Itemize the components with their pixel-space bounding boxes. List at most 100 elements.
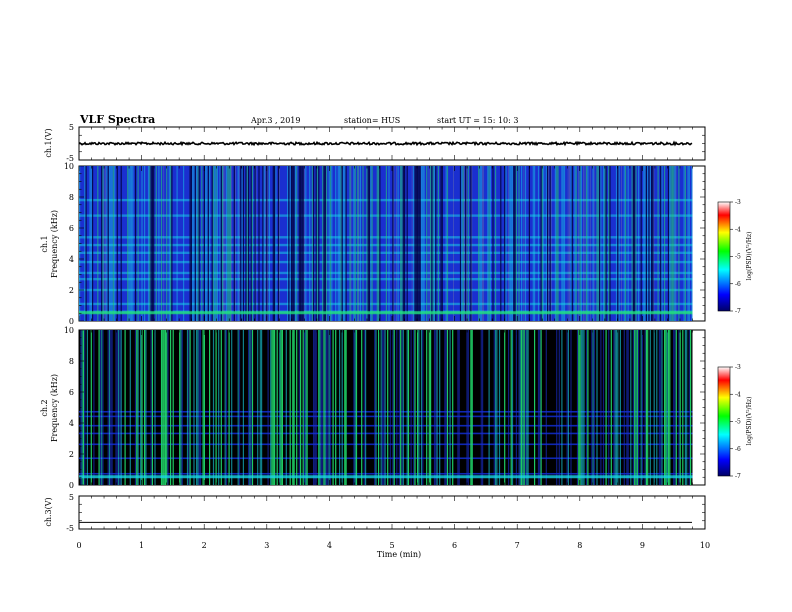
impulse-stripe	[489, 166, 491, 321]
date-label: Apr.3 , 2019	[250, 116, 300, 125]
impulse-stripe	[539, 330, 541, 485]
ch2-colorbar-gradient	[717, 366, 731, 477]
impulse-stripe	[375, 330, 377, 485]
impulse-stripe	[151, 166, 153, 321]
impulse-stripe	[363, 330, 365, 485]
impulse-stripe	[145, 330, 147, 485]
ch3-ytick-top: 5	[69, 493, 74, 502]
impulse-stripe	[353, 166, 355, 321]
impulse-stripe	[329, 166, 332, 321]
time-tick-label: 2	[202, 541, 207, 550]
impulse-stripe	[458, 330, 460, 485]
impulse-stripe	[640, 166, 642, 321]
impulse-stripe	[292, 330, 294, 485]
impulse-stripe	[593, 330, 595, 485]
ch2-frequency-label: Frequency (kHz)	[50, 374, 59, 442]
impulse-stripe	[641, 330, 644, 485]
impulse-stripe	[349, 166, 351, 321]
impulse-stripe	[422, 166, 424, 321]
impulse-stripe	[84, 166, 86, 321]
impulse-stripe	[322, 166, 324, 321]
impulse-stripe	[89, 166, 91, 321]
impulse-stripe	[134, 330, 137, 485]
impulse-stripe	[471, 330, 473, 485]
impulse-stripe	[105, 166, 106, 321]
impulse-stripe	[108, 166, 111, 321]
impulse-stripe	[218, 330, 220, 485]
impulse-stripe	[678, 330, 680, 485]
impulse-stripe	[227, 166, 229, 321]
frequency-tick-label: 8	[69, 357, 74, 366]
time-tick-label: 4	[327, 541, 332, 550]
impulse-stripe	[365, 330, 367, 485]
impulse-stripe	[518, 330, 520, 485]
impulse-stripe	[85, 166, 87, 321]
ch2-colorbar-ticks: -3 -4 -5 -6 -7	[730, 364, 741, 480]
impulse-stripe	[561, 166, 563, 321]
impulse-stripe	[371, 166, 373, 321]
impulse-stripe	[353, 330, 355, 485]
frequency-band	[79, 424, 693, 427]
impulse-stripe	[198, 166, 200, 321]
impulse-stripe	[618, 166, 620, 321]
impulse-stripe	[430, 330, 432, 485]
ch1-ytick-top: 5	[69, 123, 74, 132]
impulse-stripe	[211, 166, 213, 321]
impulse-stripe	[179, 330, 181, 485]
impulse-stripe	[289, 166, 291, 321]
colorbar-tick-label: -5	[735, 254, 741, 261]
impulse-stripe	[302, 330, 304, 485]
frequency-band	[79, 457, 693, 460]
impulse-stripe	[316, 166, 319, 321]
impulse-stripe	[617, 166, 619, 321]
impulse-stripe	[225, 330, 228, 485]
impulse-stripe	[137, 166, 139, 321]
impulse-stripe	[566, 330, 568, 485]
impulse-stripe	[608, 166, 610, 321]
impulse-stripe	[635, 166, 637, 321]
time-tick-label: 7	[515, 541, 520, 550]
impulse-stripe	[627, 330, 629, 485]
impulse-stripe	[515, 330, 517, 485]
impulse-stripe	[649, 166, 651, 321]
impulse-stripe	[222, 166, 224, 321]
impulse-stripe	[684, 166, 686, 321]
impulse-stripe	[532, 166, 534, 321]
frequency-tick-label: 0	[69, 481, 74, 490]
impulse-stripe	[155, 166, 157, 321]
impulse-stripe	[98, 330, 100, 485]
frequency-tick-label: 4	[69, 255, 74, 264]
impulse-stripe	[251, 330, 254, 485]
impulse-stripe	[634, 330, 636, 485]
impulse-stripe	[645, 166, 647, 321]
impulse-stripe	[378, 166, 380, 321]
ch3-waveform-panel: 5 -5 ch.3(V)	[44, 493, 706, 533]
impulse-stripe	[575, 166, 577, 321]
impulse-stripe	[688, 166, 690, 321]
time-tick-label: 1	[139, 541, 144, 550]
impulse-stripe	[167, 330, 169, 485]
impulse-stripe	[523, 166, 525, 321]
impulse-stripe	[305, 330, 307, 485]
impulse-stripe	[467, 166, 469, 321]
colorbar-tick-label: -7	[735, 473, 741, 480]
impulse-stripe	[81, 330, 83, 485]
impulse-stripe	[610, 330, 612, 485]
impulse-stripe	[301, 166, 303, 321]
impulse-stripe	[514, 166, 516, 321]
impulse-stripe	[134, 166, 137, 321]
impulse-stripe	[430, 166, 432, 321]
impulse-stripe	[90, 330, 92, 485]
impulse-stripe	[596, 166, 598, 321]
impulse-stripe	[154, 330, 156, 485]
impulse-stripe	[327, 330, 329, 485]
impulse-stripe	[379, 166, 381, 321]
impulse-stripe	[171, 166, 173, 321]
impulse-stripe	[602, 330, 605, 485]
impulse-stripe	[508, 330, 510, 485]
impulse-stripe	[150, 166, 152, 321]
impulse-stripe	[101, 330, 103, 485]
impulse-stripe	[470, 166, 472, 321]
impulse-stripe	[290, 166, 293, 321]
impulse-stripe	[131, 166, 133, 321]
